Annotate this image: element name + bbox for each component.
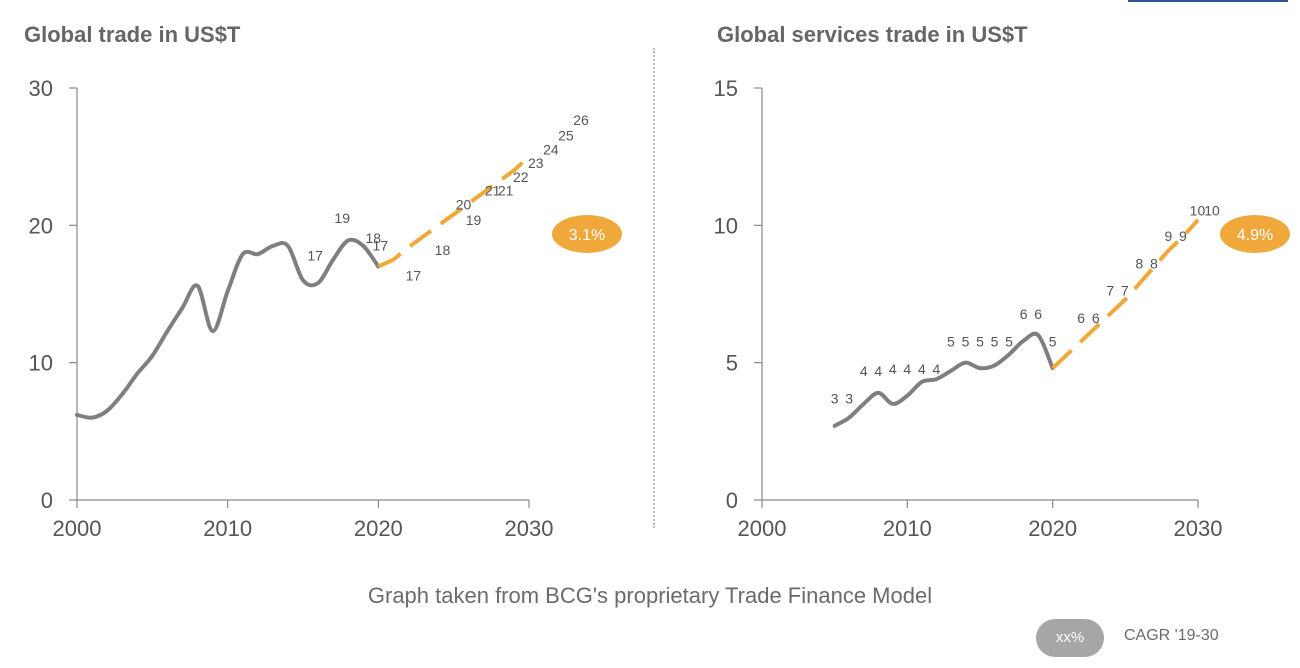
legend-cagr-pill: xx% (1036, 619, 1104, 657)
data-label: 20 (456, 196, 472, 212)
chart-title-global-trade: Global trade in US$T (24, 22, 241, 47)
data-label: 24 (543, 141, 559, 157)
y-tick-label: 30 (29, 76, 53, 101)
data-label: 3 (831, 391, 839, 407)
data-label: 17 (373, 238, 389, 254)
legend-cagr-label: CAGR '19-30 (1124, 627, 1219, 644)
forecast-series-line (1051, 218, 1200, 370)
data-label: 3 (845, 391, 853, 407)
data-label: 5 (991, 334, 999, 350)
data-label: 7 (1121, 283, 1129, 299)
y-tick-label: 0 (726, 488, 738, 513)
data-label: 4 (874, 363, 882, 379)
data-label: 8 (1135, 255, 1143, 271)
cagr-badge-label: 4.9% (1237, 227, 1273, 244)
data-label: 7 (1106, 283, 1114, 299)
data-label: 4 (918, 361, 926, 377)
forecast-series-line (377, 155, 531, 269)
data-label: 6 (1020, 306, 1028, 322)
cagr-badge (1220, 215, 1290, 253)
history-series-line (832, 331, 1055, 428)
x-tick-label: 2020 (354, 516, 403, 541)
cagr-badge-label: 3.1% (569, 227, 605, 244)
data-label: 17 (307, 248, 323, 264)
data-label: 5 (962, 334, 970, 350)
data-label: 9 (1179, 228, 1187, 244)
data-label: 6 (1034, 306, 1042, 322)
y-tick-label: 10 (714, 213, 738, 238)
data-label: 4 (889, 361, 897, 377)
x-tick-label: 2010 (883, 516, 932, 541)
data-label: 26 (573, 112, 589, 128)
data-label: 5 (1049, 334, 1057, 350)
x-tick-label: 2030 (1174, 516, 1223, 541)
x-tick-label: 2000 (738, 516, 787, 541)
data-label: 4 (933, 361, 941, 377)
data-label: 10 (1190, 202, 1206, 218)
data-label: 21 (498, 183, 514, 199)
data-label: 4 (860, 363, 868, 379)
x-tick-label: 2000 (53, 516, 102, 541)
data-label: 5 (1005, 334, 1013, 350)
y-tick-label: 0 (41, 488, 53, 513)
y-tick-label: 10 (29, 351, 53, 376)
data-label: 19 (334, 210, 350, 226)
cagr-badge (552, 215, 622, 253)
data-label: 18 (365, 230, 381, 246)
history-series-line (75, 237, 381, 420)
source-caption: Graph taken from BCG's proprietary Trade… (367, 583, 933, 608)
x-tick-label: 2010 (203, 516, 252, 541)
chart-title-services-trade: Global services trade in US$T (717, 22, 1028, 47)
data-label: 5 (976, 334, 984, 350)
y-tick-label: 20 (29, 213, 53, 238)
data-label: 21 (485, 183, 501, 199)
data-label: 17 (406, 268, 422, 284)
data-label: 8 (1150, 255, 1158, 271)
data-label: 22 (513, 169, 529, 185)
data-label: 19 (466, 212, 482, 228)
data-label: 10 (1204, 202, 1220, 218)
x-tick-label: 2020 (1028, 516, 1077, 541)
data-label: 9 (1165, 228, 1173, 244)
data-label: 25 (558, 128, 574, 144)
data-label: 18 (435, 242, 451, 258)
data-label: 23 (528, 155, 544, 171)
chart-divider (653, 48, 655, 528)
y-tick-label: 5 (726, 351, 738, 376)
y-tick-label: 15 (714, 76, 738, 101)
data-label: 4 (903, 361, 911, 377)
data-label: 5 (947, 334, 955, 350)
data-label: 6 (1077, 310, 1085, 326)
top-accent-rule (1128, 0, 1288, 2)
data-label: 6 (1092, 310, 1100, 326)
x-tick-label: 2030 (505, 516, 554, 541)
